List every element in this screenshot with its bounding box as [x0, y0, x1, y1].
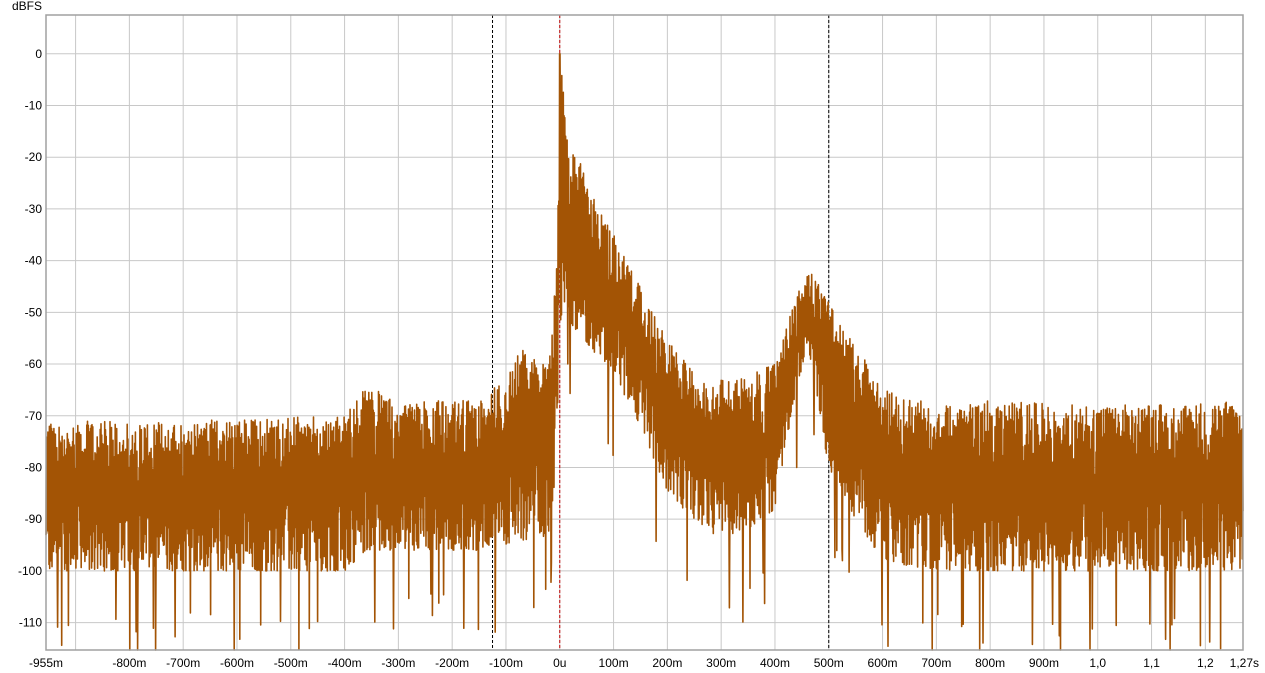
y-tick-label: -100 — [18, 564, 42, 578]
x-tick-label: 1,27s — [1230, 656, 1259, 670]
y-tick-label: -30 — [25, 202, 43, 216]
x-tick-label: 100m — [599, 656, 629, 670]
y-tick-label: -10 — [25, 98, 43, 112]
x-tick-label: 500m — [814, 656, 844, 670]
x-tick-label: -200m — [435, 656, 469, 670]
x-tick-label: -300m — [381, 656, 415, 670]
y-tick-label: -70 — [25, 409, 43, 423]
x-tick-label: 900m — [1029, 656, 1059, 670]
x-tick-label: 200m — [652, 656, 682, 670]
x-tick-label: -955m — [29, 656, 63, 670]
x-tick-label: 600m — [868, 656, 898, 670]
y-tick-labels: 0 -10 -20 -30 -40 -50 -60 -70 -80 -90 -100 -110 — [18, 47, 42, 630]
x-tick-label: 700m — [921, 656, 951, 670]
x-tick-label: 1,0 — [1089, 656, 1106, 670]
x-tick-label: 800m — [975, 656, 1005, 670]
y-tick-label: -20 — [25, 150, 43, 164]
y-tick-label: -110 — [19, 616, 42, 630]
markers — [492, 15, 830, 650]
x-tick-labels: -955m -800m -700m -600m -500m -400m -300m -200m… — [29, 656, 1259, 670]
y-axis-label: dBFS — [12, 0, 42, 13]
x-tick-label: -800m — [112, 656, 146, 670]
x-tick-label: 1,1 — [1143, 656, 1160, 670]
x-tick-label: 400m — [760, 656, 790, 670]
y-tick-label: -90 — [25, 512, 43, 526]
x-tick-label: -600m — [220, 656, 254, 670]
y-tick-label: 0 — [35, 47, 42, 61]
series-line — [45, 52, 1244, 651]
x-tick-label: -700m — [166, 656, 200, 670]
plot-frame — [45, 14, 1244, 651]
x-tick-label: -500m — [274, 656, 308, 670]
x-tick-label: 1,2 — [1197, 656, 1214, 670]
series-trace — [45, 52, 1244, 651]
x-tick-label: -100m — [489, 656, 523, 670]
x-tick-label: -400m — [328, 656, 362, 670]
x-tick-label: 300m — [706, 656, 736, 670]
y-tick-label: -60 — [25, 357, 43, 371]
x-tick-label: 0u — [553, 656, 566, 670]
y-tick-label: -50 — [25, 305, 43, 319]
y-tick-label: -80 — [25, 460, 43, 474]
y-tick-label: -40 — [25, 254, 43, 268]
